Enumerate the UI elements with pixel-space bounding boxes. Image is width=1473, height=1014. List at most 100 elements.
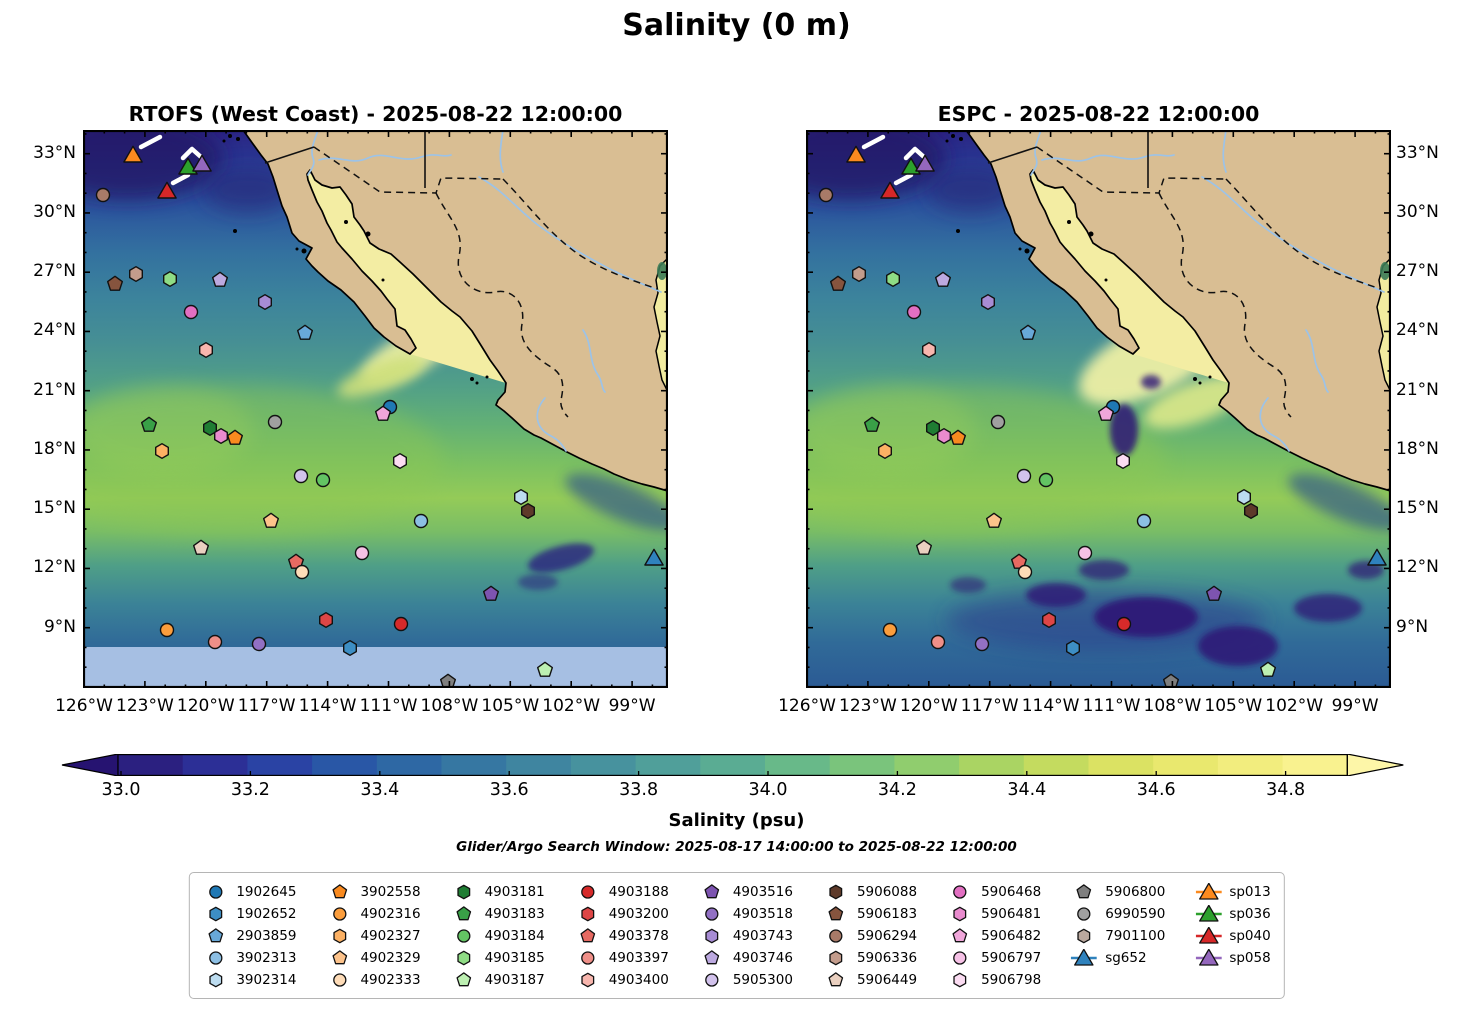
marker-4903183 <box>141 416 158 432</box>
lat-tick-label: 30°N <box>1396 201 1439 222</box>
lon-tick-label: 102°W <box>1265 696 1324 716</box>
lat-tick-label: 33°N <box>33 142 76 163</box>
colorbar-tick: 33.0 <box>101 780 141 800</box>
pentagon-marker-icon <box>828 971 844 986</box>
legend-column: 5906088 5906183 5906294 5906336 5906449 <box>823 881 917 990</box>
lon-tick-label: 123°W <box>116 696 174 716</box>
map-espc <box>806 130 1391 688</box>
marker-4903516 <box>483 585 499 601</box>
legend-label: 4903187 <box>484 971 545 988</box>
legend-label: 5906449 <box>856 971 918 988</box>
hexagon-marker-icon <box>457 884 471 899</box>
lon-tick-label: 99°W <box>608 696 656 716</box>
legend-label: 3902313 <box>236 949 297 966</box>
marker-4903400 <box>921 341 937 359</box>
legend-item-5906183: 5906183 <box>823 903 917 924</box>
lat-tick-label: 12°N <box>33 557 76 578</box>
legend-label: 5906088 <box>856 883 918 900</box>
marker-4903518 <box>974 636 990 652</box>
marker-5906088 <box>521 503 535 519</box>
hexagon-marker-icon <box>332 928 346 943</box>
pentagon-marker-icon <box>207 927 223 942</box>
lat-tick-label: 9°N <box>1396 616 1429 637</box>
legend-item-5906481: 5906481 <box>947 903 1041 924</box>
legend-item-5906336: 5906336 <box>823 947 917 968</box>
pentagon-marker-icon <box>828 905 844 920</box>
legend-item-5906294: 5906294 <box>823 925 917 946</box>
marker-4903184 <box>315 472 331 488</box>
legend-label: 3902314 <box>236 971 297 988</box>
marker-4903187 <box>1260 661 1276 677</box>
lon-tick-label: 114°W <box>298 696 357 716</box>
legend-item-4902329: 4902329 <box>326 947 421 968</box>
marker-5906468 <box>906 304 922 320</box>
legend-item-5905300: 5905300 <box>699 969 793 990</box>
legend-item-5906798: 5906798 <box>947 969 1041 990</box>
legend-item-5906800: 5906800 <box>1071 881 1165 902</box>
marker-4902329 <box>985 512 1003 528</box>
marker-5906183 <box>830 275 846 291</box>
circle-marker-icon <box>208 950 222 965</box>
legend-label: 4902333 <box>360 971 421 988</box>
marker-sg652 <box>1367 548 1387 566</box>
marker-5906088 <box>1244 503 1258 519</box>
legend-item-sp036: sp036 <box>1195 903 1271 924</box>
marker-5906798 <box>1116 453 1130 469</box>
legend-label: 4903397 <box>608 949 669 966</box>
colorbar-tick: 33.2 <box>230 780 270 800</box>
legend-label: sp040 <box>1229 927 1271 944</box>
legend-item-sp040: sp040 <box>1195 925 1271 946</box>
marker-4903188 <box>393 616 409 632</box>
lon-tick-label: 105°W <box>1204 696 1263 716</box>
pentagon-marker-icon <box>704 949 720 964</box>
colorbar-tick-labels: 33.0 33.2 33.4 33.6 33.8 34.0 34.2 34.4 34.6 34.8 <box>60 780 1410 802</box>
lat-tick-label: 12°N <box>1396 557 1439 578</box>
legend-label: 4903746 <box>732 949 793 966</box>
lon-tick-label: 123°W <box>839 696 897 716</box>
legend-label: 6990590 <box>1105 905 1166 922</box>
marker-sp040 <box>157 181 177 199</box>
marker-4903188 <box>1116 616 1132 632</box>
marker-sp036 <box>178 157 198 175</box>
figure-title: Salinity (0 m) <box>622 8 851 43</box>
marker-4903200 <box>318 612 334 628</box>
colorbar-label: Salinity (psu) <box>668 810 805 831</box>
marker-3902314 <box>1237 489 1251 505</box>
legend-item-2903859: 2903859 <box>202 925 296 946</box>
legend-item-4903184: 4903184 <box>451 925 545 946</box>
lat-tick-label: 15°N <box>33 498 76 519</box>
pentagon-marker-icon <box>952 927 968 942</box>
lon-axis-right: 126°W 123°W 120°W 117°W 114°W 111°W 108°W 105°W… <box>778 696 1391 720</box>
legend-item-sp058: sp058 <box>1195 947 1271 968</box>
legend-label: sp013 <box>1229 883 1271 900</box>
pentagon-marker-icon <box>456 905 471 920</box>
panel-title-rtofs: RTOFS (West Coast) - 2025-08-22 12:00:00 <box>128 102 623 126</box>
lat-tick-label: 21°N <box>33 379 76 400</box>
marker-4902327 <box>154 443 170 459</box>
hexagon-marker-icon <box>705 928 719 943</box>
marker-4902333 <box>1017 564 1033 580</box>
marker-sp058 <box>192 154 212 172</box>
legend-box: 1902645 1902652 2903859 3902313 3902314 39025… <box>188 872 1285 999</box>
legend-label: 4902327 <box>360 927 421 944</box>
legend-item-4903743: 4903743 <box>699 925 793 946</box>
marker-4903181 <box>202 420 218 436</box>
circle-marker-icon <box>581 950 595 965</box>
marker-3902558 <box>949 429 967 445</box>
lon-tick-label: 111°W <box>1082 696 1141 716</box>
legend-label: 4903188 <box>608 883 669 900</box>
legend-item-sp013: sp013 <box>1195 881 1271 902</box>
legend-column: 5906468 5906481 5906482 5906797 5906798 <box>947 881 1041 990</box>
marker-1902652 <box>1066 640 1080 656</box>
triangle-marker-icon <box>1195 926 1222 944</box>
search-window-note: Glider/Argo Search Window: 2025-08-17 14… <box>456 839 1017 855</box>
legend-item-4903185: 4903185 <box>451 947 545 968</box>
lon-tick-label: 117°W <box>960 696 1019 716</box>
legend-label: 4903378 <box>608 927 669 944</box>
legend-label: 5906481 <box>981 905 1042 922</box>
circle-marker-icon <box>332 906 347 921</box>
hexagon-marker-icon <box>581 972 595 987</box>
legend-item-3902558: 3902558 <box>326 881 421 902</box>
lat-tick-label: 15°N <box>1396 498 1439 519</box>
hexagon-marker-icon <box>581 906 595 921</box>
